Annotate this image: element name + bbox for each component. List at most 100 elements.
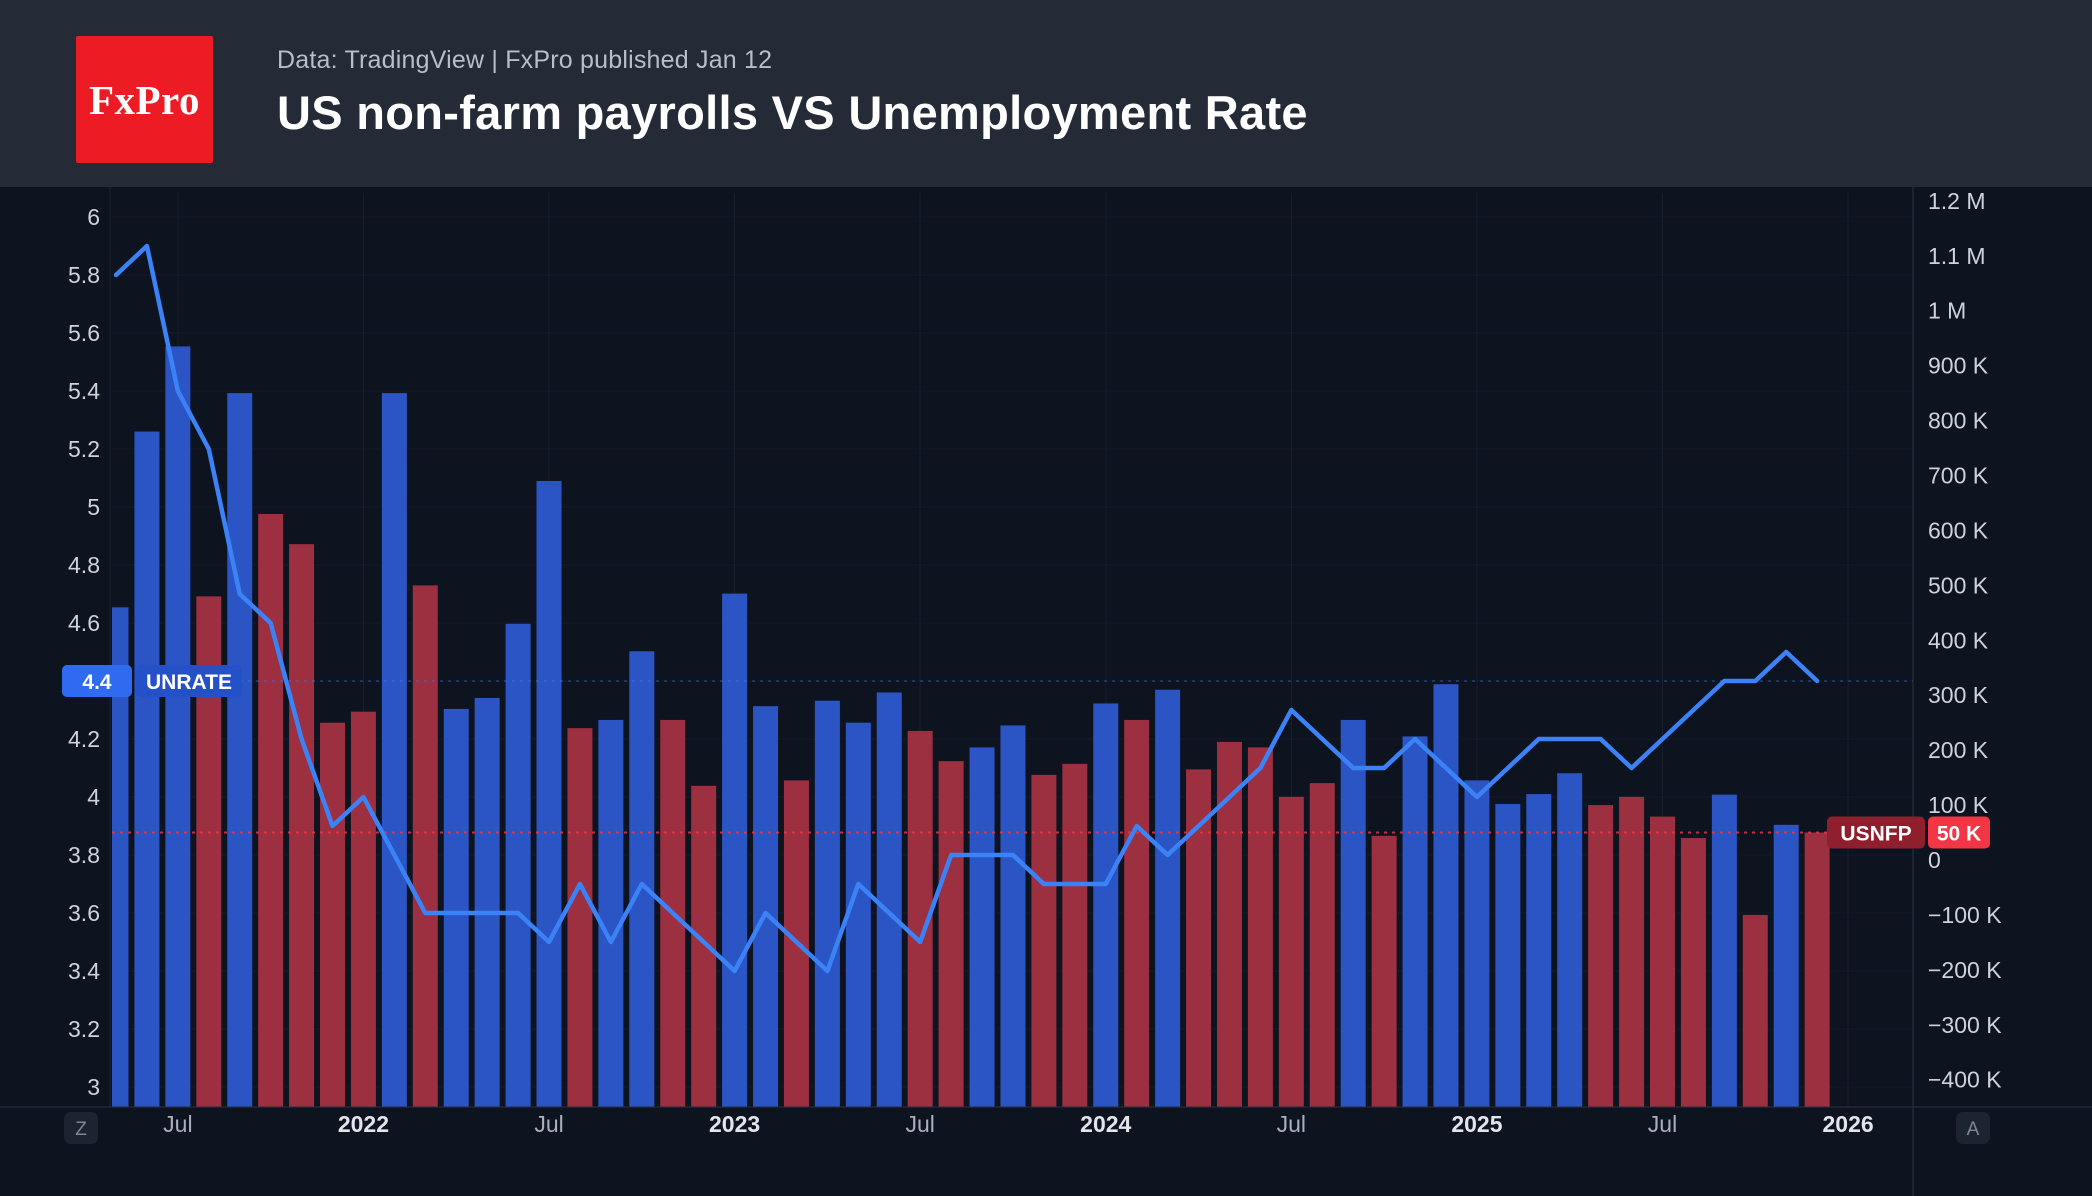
nfp-bar xyxy=(1433,684,1459,1107)
left-axis-tick-label: 5.2 xyxy=(68,436,100,462)
nfp-bar xyxy=(1278,796,1304,1107)
left-axis-tick-label: 3.6 xyxy=(68,900,100,926)
nfp-bar xyxy=(227,393,253,1107)
right-axis-tick-label: 600 K xyxy=(1928,517,1989,543)
badge-a-box xyxy=(1956,1112,1990,1144)
fxpro-logo-text: FxPro xyxy=(88,76,201,123)
usnfp-value-label-box xyxy=(1928,816,1990,849)
nfp-bar xyxy=(1309,783,1335,1107)
nfp-bar xyxy=(1464,780,1490,1107)
nfp-bar xyxy=(598,719,624,1107)
nfp-bar xyxy=(969,747,995,1107)
nfp-bar xyxy=(1495,803,1521,1107)
nfp-bar xyxy=(1000,725,1026,1107)
unrate-name-label: UNRATE xyxy=(146,671,232,694)
x-axis-tick-label: 2022 xyxy=(338,1111,389,1137)
page-title: US non-farm payrolls VS Unemployment Rat… xyxy=(277,86,1308,139)
nfp-bar xyxy=(1031,774,1057,1107)
plot-area[interactable] xyxy=(112,193,1913,1107)
nfp-bar xyxy=(1680,838,1706,1107)
left-axis-tick-label: 5.6 xyxy=(68,320,100,346)
nfp-bar xyxy=(505,623,531,1107)
nfp-bar xyxy=(1619,796,1645,1107)
right-axis-tick-label: 1.1 M xyxy=(1928,243,1986,269)
right-price-scale-labels: 1.2 M 1.1 M 1 M 900 K 800 K 700 K 600 K 500 K 40… xyxy=(1928,188,2002,1093)
nfp-bar xyxy=(289,544,315,1107)
badge-z[interactable]: Z xyxy=(64,1112,98,1144)
usnfp-name-label-box xyxy=(1827,816,1925,849)
x-axis-tick-label: Jul xyxy=(1648,1111,1677,1137)
nfp-bar xyxy=(412,585,438,1107)
nfp-bar xyxy=(1402,736,1428,1107)
left-axis-tick-label: 4 xyxy=(87,784,100,810)
nfp-bar xyxy=(1371,835,1397,1107)
nfp-bar xyxy=(938,761,964,1107)
right-axis-tick-label: 1 M xyxy=(1928,298,1966,324)
nfp-bar xyxy=(1062,763,1088,1107)
nfp-bar xyxy=(1773,824,1799,1107)
nfp-bar xyxy=(1588,805,1614,1107)
left-axis-tick-label: 5.8 xyxy=(68,262,100,288)
x-axis-tick-label: 2024 xyxy=(1080,1111,1131,1137)
x-axis-tick-label: Jul xyxy=(163,1111,192,1137)
left-axis-tick-label: 6 xyxy=(87,204,100,230)
left-axis-tick-label: 4.2 xyxy=(68,726,100,752)
badge-z-box xyxy=(64,1112,98,1144)
x-axis-tick-label: 2023 xyxy=(709,1111,760,1137)
x-axis-tick-label: 2026 xyxy=(1822,1111,1873,1137)
header-text: Data: TradingView | FxPro published Jan … xyxy=(277,44,1308,140)
left-axis-tick-label: 5 xyxy=(87,494,100,520)
left-axis-tick-label: 3 xyxy=(87,1074,100,1100)
nfp-bar xyxy=(845,722,871,1107)
nfp-bar xyxy=(814,700,840,1107)
right-price-scale[interactable] xyxy=(1915,193,1992,1107)
nfp-bar xyxy=(1742,914,1768,1107)
nfp-bar xyxy=(876,692,902,1107)
nfp-bar xyxy=(1124,719,1150,1107)
usnfp-value-label: 50 K xyxy=(1937,823,1981,846)
nfp-bar xyxy=(1711,794,1737,1107)
badge-a[interactable]: A xyxy=(1956,1112,1990,1144)
right-axis-tick-label: −400 K xyxy=(1928,1067,2002,1093)
x-axis-tick-label: 2025 xyxy=(1451,1111,1502,1137)
nfp-bar xyxy=(474,697,500,1107)
right-axis-tick-label: 200 K xyxy=(1928,737,1989,763)
nfp-bar xyxy=(629,651,655,1107)
right-axis-tick-label: 400 K xyxy=(1928,627,1989,653)
time-scale-labels: Jul 2022 Jul 2023 Jul 2024 Jul 2025 Jul 2026 xyxy=(163,1111,1874,1137)
nfp-bar xyxy=(350,711,376,1107)
x-axis-tick-label: Jul xyxy=(534,1111,563,1137)
nfp-bar xyxy=(381,393,407,1107)
right-axis-tick-label: 0 xyxy=(1928,847,1941,873)
nfp-bar xyxy=(165,346,191,1107)
source-line: Data: TradingView | FxPro published Jan … xyxy=(277,46,773,74)
right-axis-tick-label: 900 K xyxy=(1928,353,1989,379)
usnfp-name-label: USNFP xyxy=(1840,823,1911,846)
usnfp-price-label: USNFP 50 K xyxy=(1827,816,1990,849)
fxpro-logo: FxPro xyxy=(76,36,213,163)
nfp-bar xyxy=(691,785,717,1107)
header: FxPro Data: TradingView | FxPro publishe… xyxy=(0,0,2092,187)
nfp-bar xyxy=(1557,773,1583,1107)
nfp-bar xyxy=(1804,832,1830,1107)
right-axis-tick-label: −100 K xyxy=(1928,902,2002,928)
right-axis-tick-label: 700 K xyxy=(1928,462,1989,488)
unrate-price-label: 4.4 UNRATE xyxy=(62,665,242,697)
time-scale[interactable] xyxy=(0,1109,2092,1169)
left-axis-tick-label: 4.8 xyxy=(68,552,100,578)
unrate-value-label-box xyxy=(62,665,132,697)
unrate-line-layer xyxy=(113,243,1820,974)
left-price-scale[interactable] xyxy=(40,193,110,1107)
nfp-bar xyxy=(753,706,779,1107)
nfp-bar xyxy=(1247,747,1273,1107)
nfp-bar xyxy=(1650,816,1675,1107)
chart-canvas[interactable]: 6 5.8 5.6 5.4 5.2 5 4.8 4.6 4.4 4.2 4 3.8 3.6 3.4 3.2 3… xyxy=(0,187,2092,1196)
nfp-bar xyxy=(567,728,593,1107)
nfp-bar xyxy=(1155,689,1181,1107)
badge-z-text: Z xyxy=(75,1119,87,1140)
right-axis-tick-label: 100 K xyxy=(1928,792,1989,818)
nfp-bar xyxy=(536,480,562,1107)
unrate-name-label-box xyxy=(136,665,242,697)
left-axis-tick-label: 5.4 xyxy=(68,378,100,404)
